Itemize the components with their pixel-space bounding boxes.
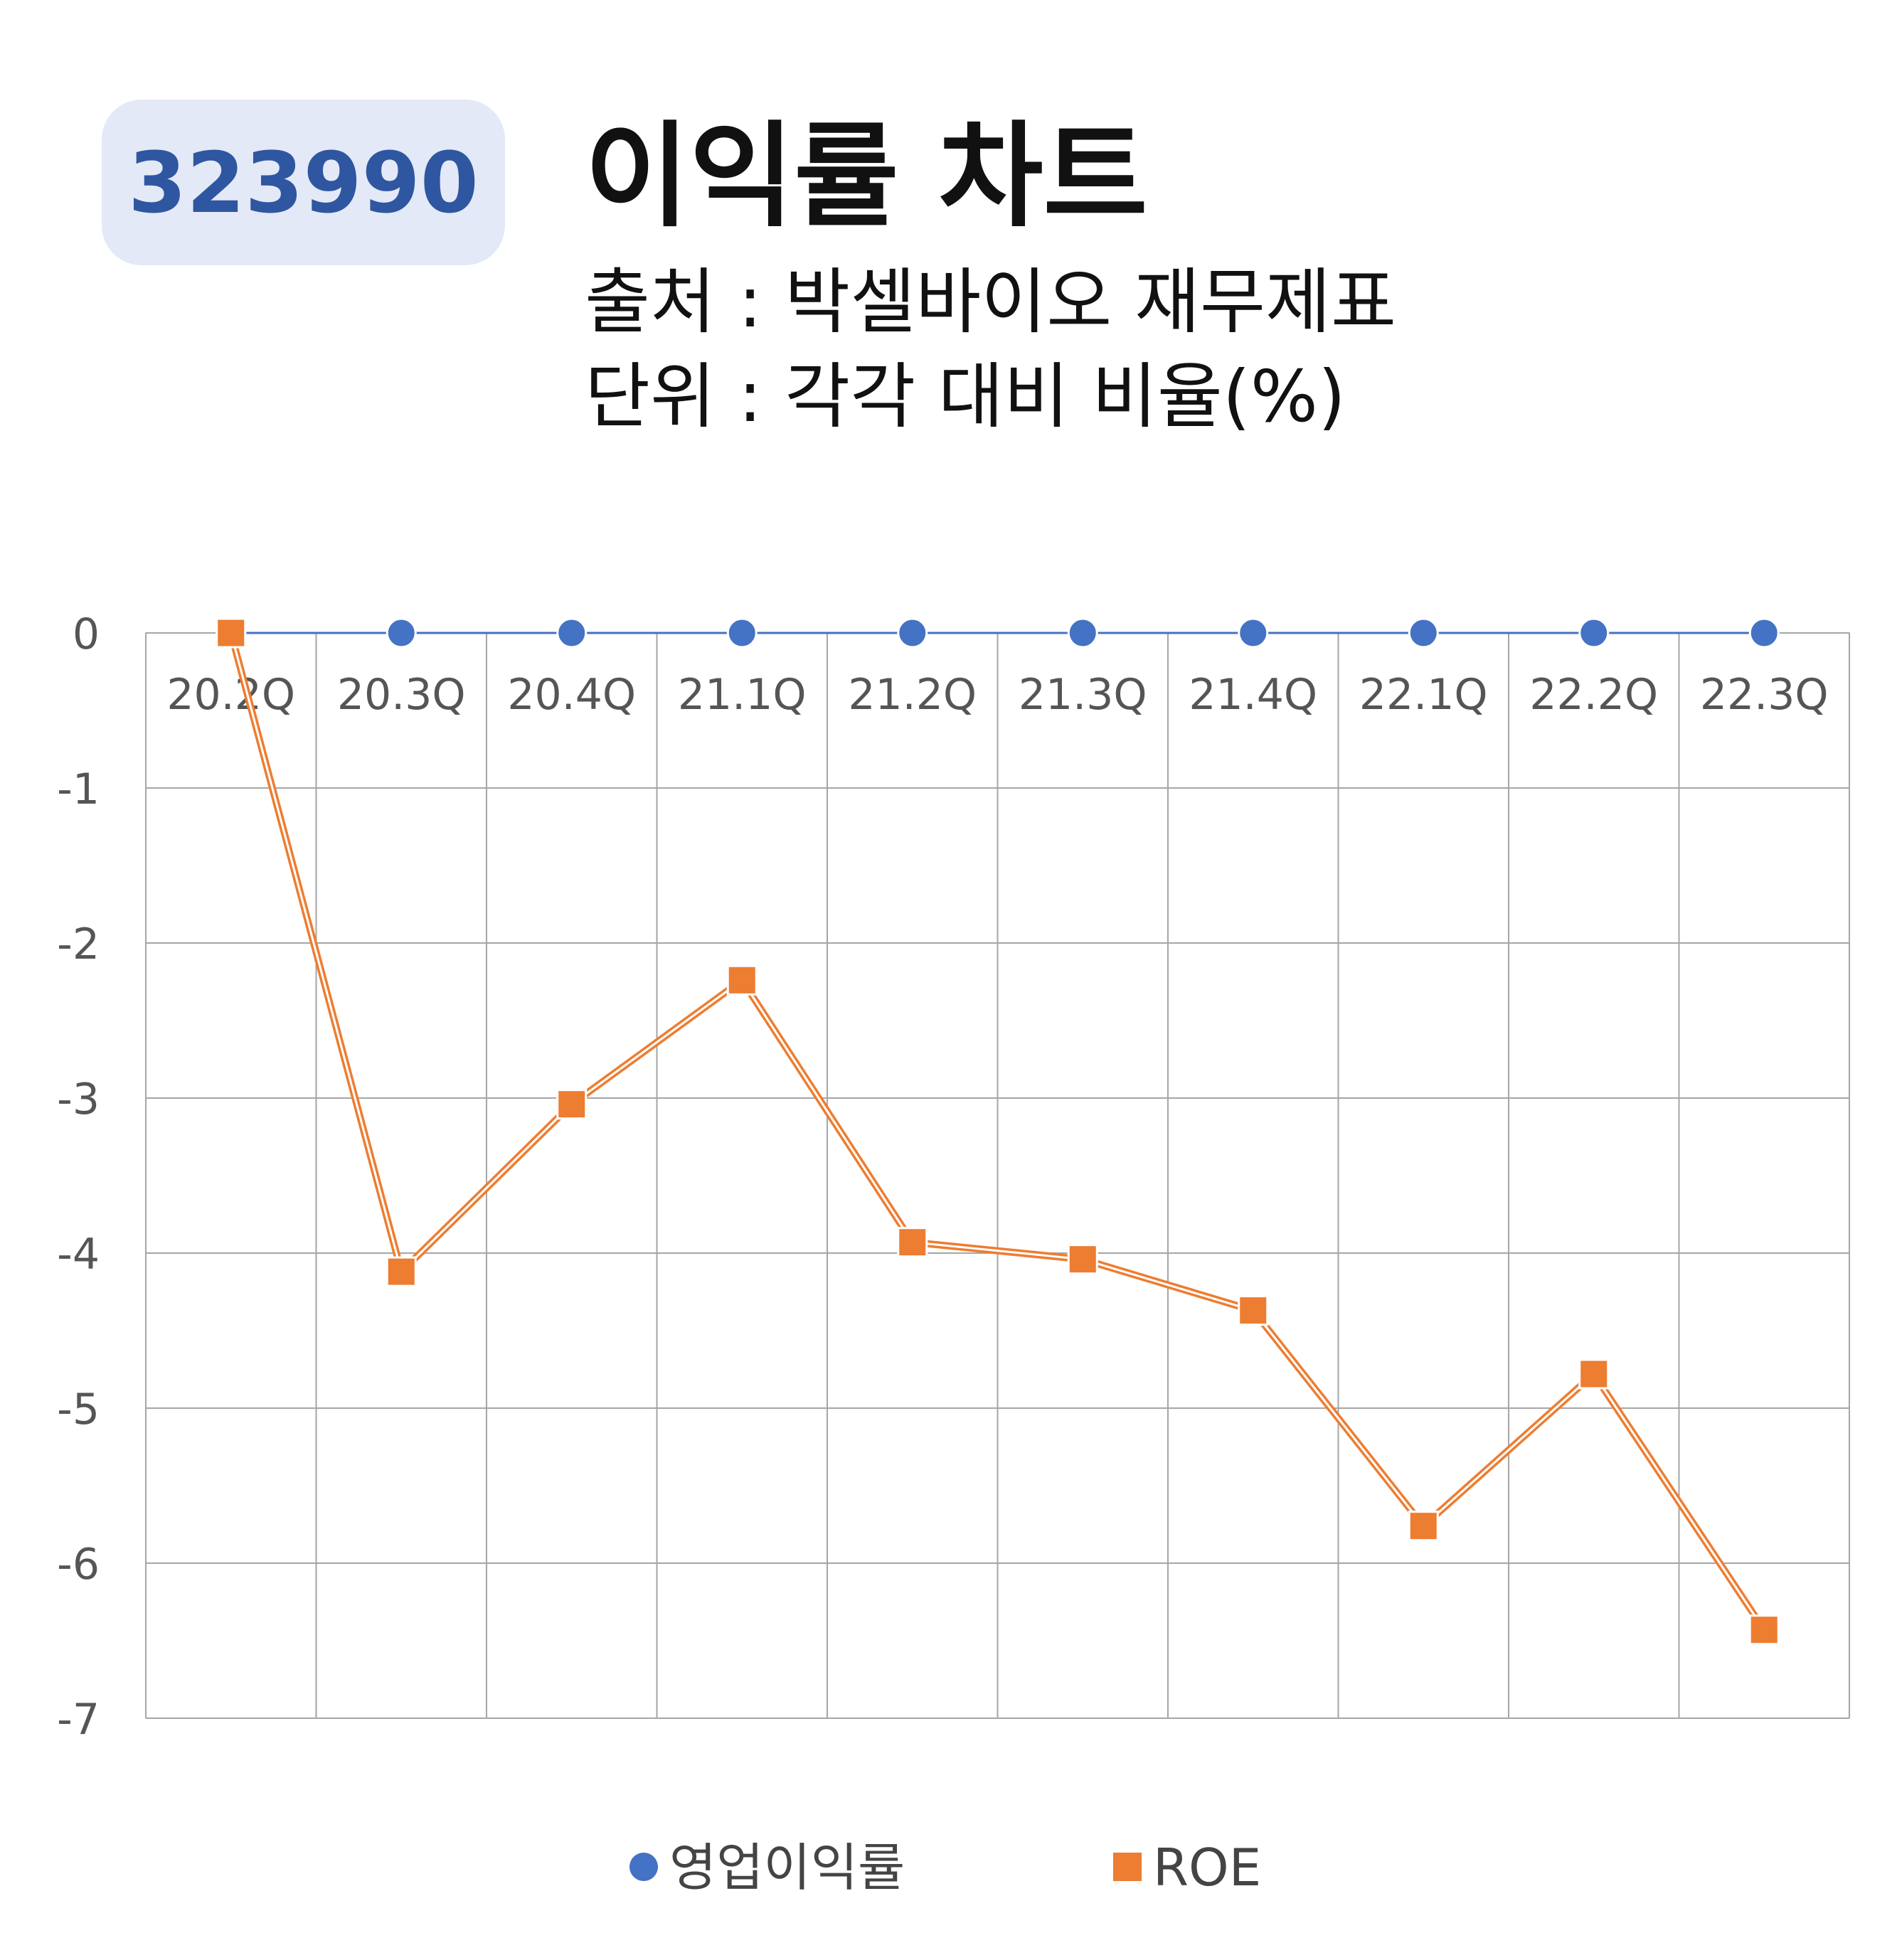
data-point-operating-margin (726, 617, 758, 649)
data-point-roe (556, 1089, 588, 1120)
data-point-roe (386, 1256, 417, 1287)
chart-unit: 단위 : 각각 대비 비율(%) (585, 355, 1346, 438)
legend-label: ROE (1153, 1838, 1261, 1897)
x-tick-label: 21.3Q (1019, 670, 1147, 720)
data-point-roe (1238, 1295, 1269, 1326)
y-tick-label: -7 (57, 1695, 100, 1745)
x-tick-label: 21.4Q (1189, 670, 1317, 720)
data-point-operating-margin (1067, 617, 1098, 649)
data-point-operating-margin (897, 617, 928, 649)
legend-marker-square (1113, 1853, 1142, 1881)
legend-label: 영업이익률 (669, 1838, 905, 1897)
data-point-operating-margin (386, 617, 417, 649)
data-point-operating-margin (556, 617, 588, 649)
data-point-operating-margin (1408, 617, 1439, 649)
data-point-operating-margin (1748, 617, 1780, 649)
chart-title: 이익률 차트 (585, 110, 1148, 243)
series-line-roe-inner (230, 632, 1765, 1631)
chart-source: 출처 : 박셀바이오 재무제표 (585, 260, 1397, 343)
y-tick-label: -1 (57, 765, 100, 814)
y-tick-label: -4 (57, 1230, 100, 1279)
x-tick-label: 22.2Q (1529, 670, 1658, 720)
x-tick-label: 20.4Q (507, 670, 636, 720)
series-lines (227, 632, 1768, 1632)
data-point-roe (726, 964, 758, 996)
x-tick-label: 21.1Q (678, 670, 807, 720)
legend-marker-circle (629, 1853, 658, 1881)
data-point-roe (216, 617, 247, 649)
x-tick-label: 22.3Q (1700, 670, 1829, 720)
y-tick-label: -3 (57, 1075, 100, 1124)
data-point-roe (1748, 1614, 1780, 1646)
stock-code-badge: 323990 (102, 100, 505, 265)
y-tick-label: -5 (57, 1385, 100, 1434)
series-markers (216, 617, 1780, 1646)
chart-grid (145, 632, 1850, 1719)
data-point-roe (1578, 1358, 1610, 1390)
x-tick-label: 21.2Q (848, 670, 977, 720)
y-tick-label: -2 (57, 920, 100, 969)
x-axis-ticks: 20.2Q 20.3Q 20.4Q 21.1Q 21.2Q 21.3Q 21.4Q 22.1Q… (166, 670, 1828, 720)
y-tick-label: -6 (57, 1540, 100, 1589)
data-point-roe (1067, 1244, 1098, 1275)
data-point-roe (1408, 1511, 1439, 1542)
x-tick-label: 20.2Q (166, 670, 295, 720)
y-axis-ticks: 0 -1 -2 -3 -4 -5 -6 -7 (57, 609, 100, 1745)
y-tick-label: 0 (73, 609, 100, 659)
data-point-operating-margin (1238, 617, 1269, 649)
data-point-operating-margin (1578, 617, 1610, 649)
x-tick-label: 22.1Q (1359, 670, 1488, 720)
x-tick-label: 20.3Q (337, 670, 466, 720)
data-point-roe (897, 1227, 928, 1258)
chart-legend: 영업이익률 ROE (629, 1838, 1261, 1897)
